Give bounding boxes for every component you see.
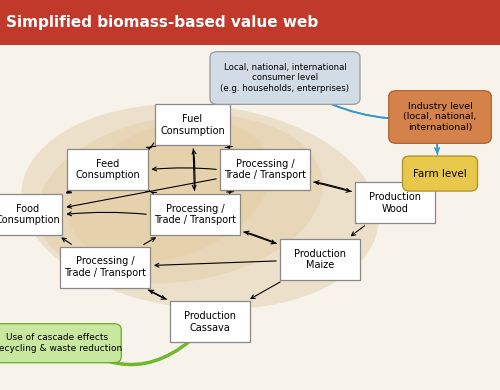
Ellipse shape (22, 104, 378, 310)
Text: Use of cascade effects
Recycling & waste reduction: Use of cascade effects Recycling & waste… (0, 333, 122, 353)
FancyBboxPatch shape (389, 91, 491, 144)
Ellipse shape (38, 115, 323, 283)
FancyBboxPatch shape (210, 51, 360, 104)
FancyBboxPatch shape (402, 156, 477, 191)
Text: Farm level: Farm level (413, 168, 467, 179)
Text: Industry level
(local, national,
international): Industry level (local, national, interna… (404, 102, 476, 132)
FancyBboxPatch shape (0, 0, 500, 45)
Ellipse shape (69, 120, 271, 262)
FancyBboxPatch shape (0, 324, 121, 363)
FancyBboxPatch shape (0, 194, 62, 235)
FancyBboxPatch shape (170, 301, 250, 342)
Text: Local, national, international
consumer level
(e.g. households, enterprises): Local, national, international consumer … (220, 63, 350, 93)
Text: Fuel
Consumption: Fuel Consumption (160, 114, 225, 136)
Text: Processing /
Trade / Transport: Processing / Trade / Transport (64, 256, 146, 278)
Text: Production
Cassava: Production Cassava (184, 311, 236, 333)
FancyBboxPatch shape (220, 149, 310, 190)
FancyBboxPatch shape (60, 246, 150, 288)
Text: Production
Wood: Production Wood (369, 192, 421, 214)
Text: Processing /
Trade / Transport: Processing / Trade / Transport (224, 159, 306, 181)
Text: Processing /
Trade / Transport: Processing / Trade / Transport (154, 204, 236, 225)
Text: Feed
Consumption: Feed Consumption (75, 159, 140, 181)
FancyBboxPatch shape (68, 149, 148, 190)
FancyBboxPatch shape (355, 183, 435, 223)
FancyBboxPatch shape (155, 104, 230, 145)
Text: Production
Maize: Production Maize (294, 248, 346, 270)
FancyBboxPatch shape (280, 239, 360, 280)
Text: Simplified biomass-based value web: Simplified biomass-based value web (6, 15, 318, 30)
FancyBboxPatch shape (150, 194, 240, 235)
Text: Food
Consumption: Food Consumption (0, 204, 60, 225)
